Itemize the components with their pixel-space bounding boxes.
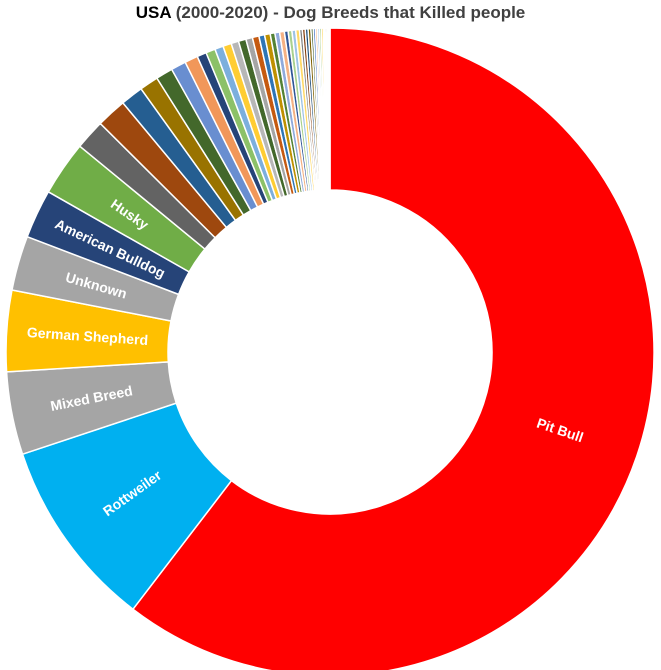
chart-title-rest: (2000-2020) - Dog Breeds that Killed peo… [171, 3, 526, 22]
slice-45 [328, 27, 331, 191]
donut-slices [5, 27, 655, 670]
chart-title: USA (2000-2020) - Dog Breeds that Killed… [0, 3, 661, 23]
label-german-shepherd: German Shepherd [26, 324, 148, 348]
chart-title-lead: USA [135, 3, 171, 22]
slice-pit-bull [132, 27, 655, 670]
